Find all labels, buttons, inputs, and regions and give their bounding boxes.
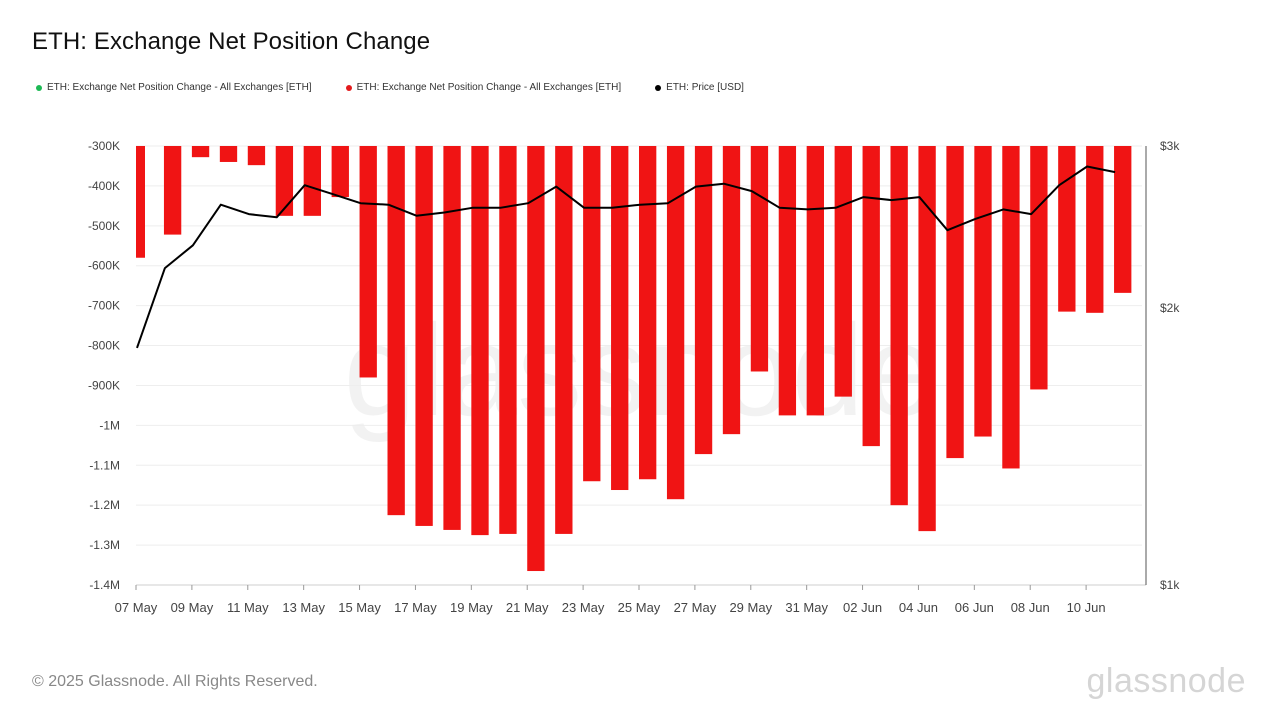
bar [1030, 146, 1048, 390]
bar [834, 146, 852, 397]
bar [219, 146, 238, 162]
legend-label: ETH: Exchange Net Position Change - All … [356, 82, 622, 93]
y-left-tick-label: -900K [88, 378, 120, 392]
y-right-tick-label: $1k [1160, 578, 1180, 592]
x-tick-label: 13 May [282, 600, 325, 615]
legend-red-dot-icon [345, 84, 352, 91]
bar [778, 146, 797, 416]
bar [694, 146, 713, 455]
x-tick-label: 21 May [506, 600, 549, 615]
bar [415, 146, 433, 526]
x-tick-label: 04 Jun [899, 600, 938, 615]
chart-title: ETH: Exchange Net Position Change [32, 28, 431, 55]
bar [666, 146, 685, 500]
bar [750, 146, 769, 372]
x-tick-label: 11 May [227, 600, 269, 615]
x-tick-label: 17 May [394, 600, 437, 615]
bar [1114, 146, 1132, 293]
bar [359, 146, 377, 378]
x-tick-label: 10 Jun [1067, 600, 1106, 615]
x-tick-label: 08 Jun [1011, 600, 1050, 615]
copyright-footer: © 2025 Glassnode. All Rights Reserved. [32, 673, 318, 690]
x-tick-label: 23 May [562, 600, 605, 615]
bar [527, 146, 545, 572]
bar [1002, 146, 1020, 469]
y-left-tick-label: -1.1M [89, 458, 120, 472]
y-left-tick-label: -800K [88, 339, 120, 353]
bar [555, 146, 573, 534]
y-left-tick-label: -1M [99, 418, 120, 432]
bar [471, 146, 489, 536]
price-line-series [136, 165, 1116, 349]
bar [918, 146, 936, 532]
bar [946, 146, 964, 459]
y-left-tick-label: -600K [88, 259, 120, 273]
legend: ETH: Exchange Net Position Change - All … [36, 82, 744, 93]
x-tick-label: 25 May [618, 600, 661, 615]
bar [722, 146, 741, 435]
bar [611, 146, 629, 491]
y-right-tick-label: $3k [1160, 139, 1180, 153]
bar [275, 146, 294, 216]
legend-label: ETH: Price [USD] [666, 82, 744, 93]
bar [191, 146, 210, 158]
x-tick-label: 27 May [674, 600, 717, 615]
x-tick-label: 19 May [450, 600, 493, 615]
bar [303, 146, 321, 216]
bar [806, 146, 824, 416]
x-tick-label: 31 May [785, 600, 828, 615]
x-tick-label: 06 Jun [955, 600, 994, 615]
bar [136, 146, 145, 258]
glassnode-logo: glassnode [1086, 662, 1246, 700]
legend-item-net-position-green[interactable]: ETH: Exchange Net Position Change - All … [36, 82, 312, 93]
legend-green-dot-icon [36, 84, 42, 91]
y-left-tick-label: -300K [88, 139, 120, 153]
bar [331, 146, 349, 198]
legend-item-net-position-red[interactable]: ETH: Exchange Net Position Change - All … [345, 82, 622, 93]
x-tick-label: 29 May [729, 600, 772, 615]
bar [443, 146, 461, 530]
y-left-tick-label: -400K [88, 179, 120, 193]
bar [862, 146, 880, 447]
x-tick-label: 02 Jun [843, 600, 882, 615]
bar-series [136, 146, 1132, 572]
price-line [136, 165, 1116, 349]
legend-label: ETH: Exchange Net Position Change - All … [47, 82, 312, 93]
bar [387, 146, 405, 516]
y-left-tick-label: -1.2M [89, 498, 120, 512]
legend-black-dot-icon [655, 84, 662, 91]
y-left-tick-label: -500K [88, 219, 120, 233]
y-right-tick-label: $2k [1160, 301, 1180, 315]
x-tick-label: 15 May [338, 600, 381, 615]
bar [247, 146, 266, 166]
y-left-tick-label: -700K [88, 299, 120, 313]
bar [499, 146, 517, 534]
x-tick-label: 09 May [171, 600, 214, 615]
y-left-tick-label: -1.3M [89, 538, 120, 552]
bar [583, 146, 601, 482]
axes: -300K -400K -500K -600K -700K -800K -900K -1M -1… [88, 139, 1180, 615]
y-left-tick-label: -1.4M [89, 578, 120, 592]
bar [639, 146, 657, 480]
legend-item-price[interactable]: ETH: Price [USD] [655, 82, 744, 93]
bar [1058, 146, 1076, 312]
bar [974, 146, 992, 437]
bar [163, 146, 182, 235]
x-tick-label: 07 May [115, 600, 158, 615]
bar [1086, 146, 1104, 313]
bar [890, 146, 908, 506]
